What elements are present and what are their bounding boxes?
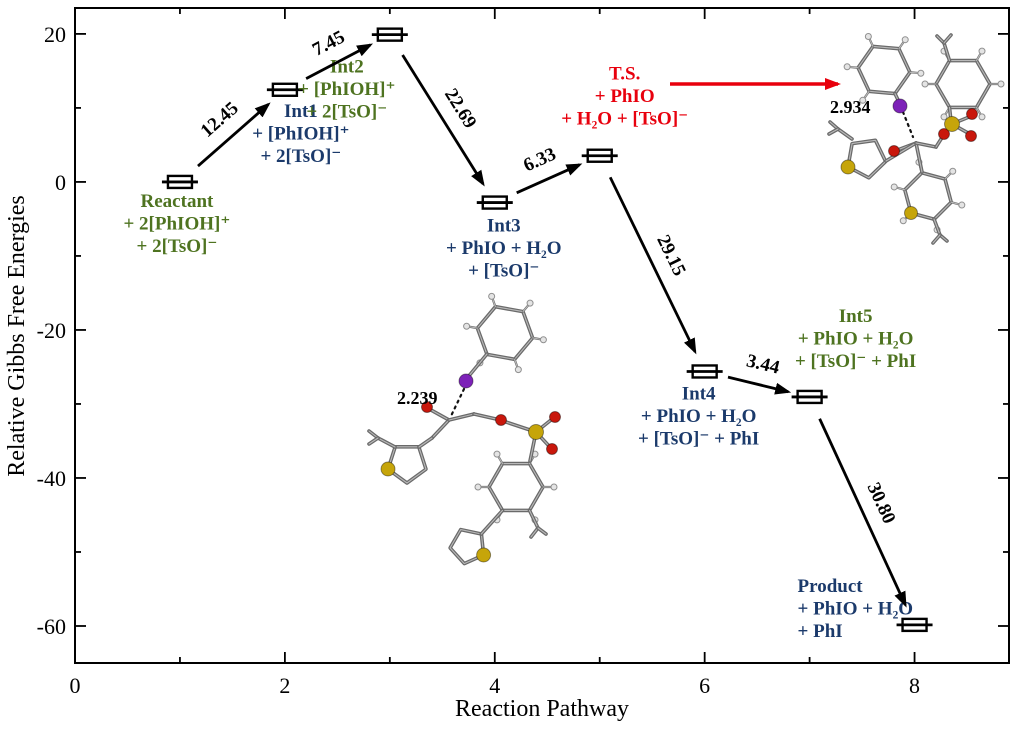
y-tick-label: -60 [37,614,66,639]
energy-level-int5: Int5+ PhIO + H₂O+ [TsO]⁻ + PhI [791,306,916,405]
level-label-int3: + PhIO + H₂O [446,238,562,259]
energy-level-ts: T.S.+ PhIO+ H₂O + [TsO]⁻ [561,64,688,163]
bond-distance-label-intermediate: 2.239 [397,388,438,408]
ts-structure-image [827,32,1005,245]
level-label-reactant: + 2[PhIOH]⁺ [123,213,230,234]
level-label-int1: Int1 [284,101,318,122]
x-tick-label: 4 [489,673,500,698]
level-label-int1: + 2[TsO]⁻ [260,146,341,167]
x-tick-label: 0 [70,673,81,698]
bond-distance-label-ts: 2.934 [830,97,871,117]
step-arrow-int2-int3 [401,54,485,187]
step-energy-label: 12.45 [197,98,243,142]
step-energy-label: 30.80 [863,479,900,527]
intermediate-structure-image [367,292,561,566]
step-arrow-int5-product [818,418,907,608]
level-label-int4: + [TsO]⁻ + PhI [638,428,759,449]
x-tick-label: 8 [909,673,920,698]
level-label-int2: + [PhIOH]⁺ [298,79,395,100]
step-energy-label: 3.44 [744,350,782,378]
x-tick-label: 6 [699,673,710,698]
y-axis-title: Relative Gibbs Free Energies [4,195,30,476]
y-tick-label: 20 [44,22,66,47]
step-energy-label: 6.33 [520,144,559,177]
y-tick-label: 0 [55,170,66,195]
step-arrow-ts-int4 [608,176,697,355]
level-label-reactant: Reactant [141,191,214,212]
x-axis-title: Reaction Pathway [455,696,629,722]
step-arrow-int4-int5 [727,375,792,395]
level-label-product: + PhI [798,621,843,642]
level-label-ts: + PhIO [595,86,655,107]
step-arrow-int1-int2 [305,43,374,80]
level-label-int2: + 2[TsO]⁻ [306,102,387,123]
level-label-product: Product [798,576,864,597]
level-label-int5: + PhIO + H₂O [798,328,914,349]
energy-level-int4: Int4+ PhIO + H₂O+ [TsO]⁻ + PhI [638,364,759,449]
level-label-ts: + H₂O + [TsO]⁻ [561,109,688,130]
level-label-int5: + [TsO]⁻ + PhI [795,351,916,372]
level-label-int4: + PhIO + H₂O [641,406,757,427]
level-label-product: + PhIO + H₂O [798,598,914,619]
y-tick-label: -40 [37,466,66,491]
step-energy-label: 7.45 [309,27,348,61]
step-arrow-reactant-int1 [197,102,271,168]
level-label-int4: Int4 [682,383,716,404]
level-label-reactant: + 2[TsO]⁻ [137,236,218,257]
y-tick-label: -20 [37,318,66,343]
plot-frame [74,7,1010,664]
energy-level-int1: Int1+ [PhIOH]⁺+ 2[TsO]⁻ [252,82,350,167]
energy-level-reactant: Reactant+ 2[PhIOH]⁺+ 2[TsO]⁻ [123,174,230,257]
x-tick-label: 2 [279,673,290,698]
level-label-int3: + [TsO]⁻ [468,261,539,282]
level-label-ts: T.S. [609,64,640,85]
level-label-int1: + [PhIOH]⁺ [252,123,349,144]
level-label-int5: Int5 [839,306,873,327]
level-label-int3: Int3 [487,216,521,237]
energy-level-product: Product+ PhIO + H₂O+ PhI [798,576,933,642]
energy-level-int3: Int3+ PhIO + H₂O+ [TsO]⁻ [446,195,562,282]
level-label-int2: Int2 [330,57,364,78]
energy-level-int2: Int2+ [PhIOH]⁺+ 2[TsO]⁻ [298,27,408,123]
step-arrow-int3-ts [516,163,583,195]
